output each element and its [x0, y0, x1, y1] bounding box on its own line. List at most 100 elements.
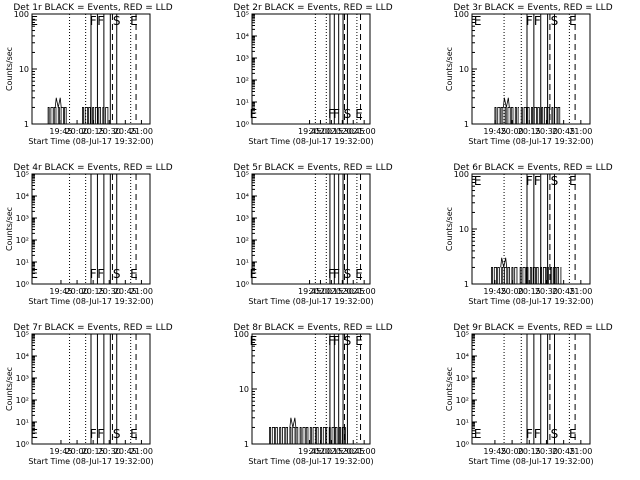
panel-1-xtick-label: 21:00 — [130, 127, 153, 136]
panel-7-marker-e: E — [130, 427, 138, 441]
panel-9-marker-f: F — [534, 427, 541, 441]
panel-3-title: Det 3r BLACK = Events, RED = LLD — [453, 3, 612, 13]
panel-9-ytick-label: 10⁴ — [456, 352, 469, 361]
panel-4-xtick-label: 19:45 — [49, 287, 72, 296]
panel-2-xtick-label: 20:45 — [342, 127, 365, 136]
panel-9-ytick-label: 10¹ — [456, 418, 469, 427]
panel-5-plot-frame — [251, 173, 371, 285]
panel-8-marker-e: E — [355, 334, 363, 348]
panel-1-marker-f: F — [97, 14, 104, 28]
panel-1-event-series-2 — [82, 107, 109, 125]
panel-3-event-spike — [502, 97, 510, 108]
panel-8-xtick-label: 20:45 — [342, 447, 365, 456]
panel-3-xtick-label: 21:00 — [569, 127, 592, 136]
panel-8-event-series-2 — [328, 427, 347, 445]
panel-8-event-spike — [289, 417, 297, 428]
panel-7-ytick-label: 10⁵ — [16, 330, 29, 339]
panel-7-ytick-label: 10⁴ — [16, 352, 29, 361]
panel-1-ylabel: Counts/sec — [5, 47, 14, 91]
panel-3-xtick-label: 20:45 — [552, 127, 575, 136]
panel-9-ylabel: Counts/sec — [445, 367, 454, 411]
panel-7-xtick-label: 20:15 — [82, 447, 105, 456]
panel-3-marker-f: F — [534, 14, 541, 28]
panel-7-xtick-label: 20:30 — [98, 447, 121, 456]
panel-5-xlabel: Start Time (08-Jul-17 19:32:00) — [248, 297, 373, 306]
panel-7-xtick-label: 20:45 — [114, 447, 137, 456]
panel-9-marker-e: E — [569, 427, 577, 441]
panel-8-xtick-label: 19:45 — [298, 447, 321, 456]
panel-2-ytick-label: 10⁴ — [236, 32, 249, 41]
panel-4-title: Det 4r BLACK = Events, RED = LLD — [13, 163, 172, 173]
panel-2-plot-frame — [251, 13, 371, 125]
panel-5-xtick-label: 21:00 — [353, 287, 376, 296]
panel-1-event-series-1 — [47, 107, 69, 125]
panel-5-xtick-label: 20:45 — [342, 287, 365, 296]
panel-2-ytick-label: 10³ — [236, 54, 249, 63]
panel-9-xtick-label: 20:30 — [535, 447, 558, 456]
panel-7-marker-f: F — [90, 427, 97, 441]
panel-6-title: Det 6r BLACK = Events, RED = LLD — [453, 163, 612, 173]
panel-6-xtick-label: 20:45 — [552, 287, 575, 296]
panel-4-marker-s: S — [113, 267, 121, 281]
panel-8-ytick-label: 100 — [234, 330, 249, 339]
panel-9-title: Det 9r BLACK = Events, RED = LLD — [453, 323, 612, 333]
panel-7-xtick-label: 20:00 — [66, 447, 89, 456]
panel-7-xtick-label: 21:00 — [130, 447, 153, 456]
panel-8-marker-f: F — [333, 334, 340, 348]
panel-1-xlabel: Start Time (08-Jul-17 19:32:00) — [28, 137, 153, 146]
panel-2-ytick-label: 10¹ — [236, 98, 249, 107]
panel-6-ytick-label: 100 — [454, 170, 469, 179]
panel-9-xtick-label: 20:00 — [501, 447, 524, 456]
panel-2-ytick-label: 10⁰ — [236, 120, 249, 129]
panel-3-ytick-label: 10 — [459, 65, 469, 74]
panel-9-plot-frame — [471, 333, 591, 445]
panel-5-title: Det 5r BLACK = Events, RED = LLD — [233, 163, 392, 173]
panel-5-xtick-label: 20:15 — [320, 287, 343, 296]
panel-2-title: Det 2r BLACK = Events, RED = LLD — [233, 3, 392, 13]
panel-7-xtick-label: 19:45 — [49, 447, 72, 456]
panel-7-ytick-label: 10² — [16, 396, 29, 405]
panel-4-ytick-label: 10⁴ — [16, 192, 29, 201]
panel-2-ytick-label: 10² — [236, 76, 249, 85]
panel-4-ylabel: Counts/sec — [5, 207, 14, 251]
panel-1-xtick-label: 20:00 — [66, 127, 89, 136]
panel-7-title: Det 7r BLACK = Events, RED = LLD — [13, 323, 172, 333]
panel-7-xlabel: Start Time (08-Jul-17 19:32:00) — [28, 457, 153, 466]
panel-7-ytick-label: 10⁰ — [16, 440, 29, 449]
panel-7-marker-s: S — [113, 427, 121, 441]
panel-3-ylabel: Counts/sec — [445, 47, 454, 91]
panel-6-xtick-label: 20:15 — [518, 287, 541, 296]
panel-4-ytick-label: 10² — [16, 236, 29, 245]
panel-6-ytick-label: 1 — [464, 280, 469, 289]
panel-9-marker-f: F — [526, 427, 533, 441]
panel-1-ytick-label: 1 — [24, 120, 29, 129]
panel-4-ytick-label: 10⁵ — [16, 170, 29, 179]
panel-8-ytick-label: 1 — [244, 440, 249, 449]
panel-9-xlabel: Start Time (08-Jul-17 19:32:00) — [468, 457, 593, 466]
panel-3-xtick-label: 20:15 — [518, 127, 541, 136]
panel-1-xtick-label: 20:15 — [82, 127, 105, 136]
panel-9-xtick-label: 19:45 — [483, 447, 506, 456]
panel-7-marker-e: E — [30, 427, 38, 441]
panel-2-xlabel: Start Time (08-Jul-17 19:32:00) — [248, 137, 373, 146]
panel-2-xtick-label: 20:00 — [309, 127, 332, 136]
panel-4-xlabel: Start Time (08-Jul-17 19:32:00) — [28, 297, 153, 306]
panel-8-marker-f: F — [328, 334, 335, 348]
panel-1-event-spike — [54, 97, 62, 108]
panel-1-xtick-label: 20:45 — [114, 127, 137, 136]
panel-9-xtick-label: 21:00 — [569, 447, 592, 456]
panel-6-xtick-label: 21:00 — [569, 287, 592, 296]
panel-5-marker-f: F — [333, 267, 340, 281]
panel-3-xlabel: Start Time (08-Jul-17 19:32:00) — [468, 137, 593, 146]
panel-5-marker-e: E — [355, 267, 363, 281]
panel-3-event-series-1 — [494, 107, 519, 125]
panel-5-marker-s: S — [344, 267, 352, 281]
panel-1-xtick-label: 19:45 — [49, 127, 72, 136]
panel-3-xtick-label: 19:45 — [483, 127, 506, 136]
panel-8-xtick-label: 20:00 — [309, 447, 332, 456]
panel-9-xtick-label: 20:15 — [518, 447, 541, 456]
panel-1-marker-e: E — [30, 14, 38, 28]
panel-5-xtick-label: 19:45 — [298, 287, 321, 296]
panel-7-ylabel: Counts/sec — [5, 367, 14, 411]
panel-2-marker-e: E — [250, 107, 258, 121]
